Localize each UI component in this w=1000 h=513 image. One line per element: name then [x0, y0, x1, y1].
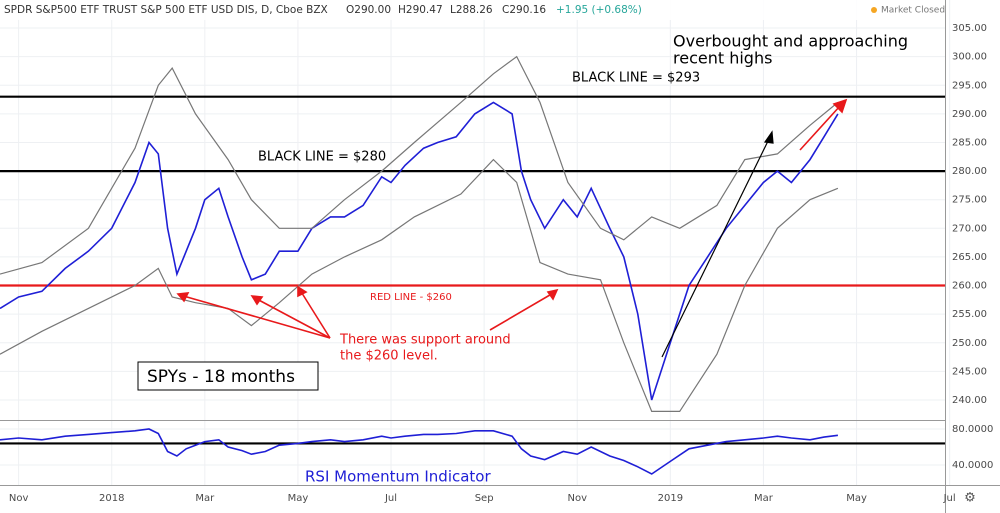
annotation: Overbought and approaching	[673, 32, 908, 51]
x-tick-label: Nov	[9, 493, 29, 504]
ohlc-high: H290.47	[398, 4, 443, 16]
x-tick-label: Jul	[943, 493, 956, 504]
price-line	[0, 101, 839, 401]
y-tick-label: 260.00	[952, 281, 987, 292]
x-tick-label: May	[288, 493, 309, 504]
y-tick-label: 305.00	[952, 23, 987, 34]
x-tick-label: 2019	[658, 493, 683, 504]
band-line	[0, 55, 839, 275]
marks	[0, 55, 945, 475]
arrows	[176, 98, 848, 339]
x-tick-label: 2018	[99, 493, 124, 504]
market-status: Market Closed	[881, 6, 945, 16]
price-line	[0, 428, 839, 475]
x-tick-label: Jul	[384, 493, 397, 504]
settings-icon[interactable]: ⚙	[964, 491, 976, 506]
y-tick-label: 270.00	[952, 223, 987, 234]
reference-label: RED LINE - $260	[370, 292, 452, 303]
y-tick-label: 285.00	[952, 137, 987, 148]
y-tick-label: 265.00	[952, 252, 987, 263]
reference-label: BLACK LINE = $280	[258, 150, 386, 165]
y-tick-label: 240.00	[952, 395, 987, 406]
y-tick-label: 245.00	[952, 366, 987, 377]
reference-label: BLACK LINE = $293	[572, 71, 700, 86]
x-tick-label: Mar	[754, 493, 774, 504]
annotation: the $260 level.	[340, 349, 438, 364]
y-tick-label: 40.0000	[952, 460, 993, 471]
y-tick-label: 275.00	[952, 195, 987, 206]
annotation: There was support around	[339, 333, 511, 348]
y-tick-label: 290.00	[952, 109, 987, 120]
y-tick-label: 80.0000	[952, 424, 993, 435]
status-dot	[871, 7, 877, 13]
band-line	[0, 158, 839, 412]
rsi-title: RSI Momentum Indicator	[305, 468, 491, 486]
x-tick-label: Sep	[475, 493, 494, 504]
x-tick-label: Nov	[567, 493, 587, 504]
x-tick-label: May	[846, 493, 867, 504]
y-tick-label: 250.00	[952, 338, 987, 349]
ohlc-change: +1.95 (+0.68%)	[556, 4, 642, 16]
symbol: SPDR S&P500 ETF TRUST S&P 500 ETF USD DI…	[4, 4, 328, 16]
y-tick-label: 295.00	[952, 80, 987, 91]
annotation: SPYs - 18 months	[147, 367, 295, 387]
annotation: recent highs	[673, 49, 772, 68]
x-tick-label: Mar	[195, 493, 215, 504]
header-bg	[0, 0, 945, 20]
ohlc-low: L288.26	[450, 4, 493, 16]
label-box	[137, 361, 319, 391]
ohlc-open: O290.00	[346, 4, 391, 16]
y-tick-label: 255.00	[952, 309, 987, 320]
y-tick-label: 300.00	[952, 52, 987, 63]
ohlc-close: C290.16	[502, 4, 546, 16]
y-tick-label: 280.00	[952, 166, 987, 177]
trend-arrow	[661, 130, 774, 358]
